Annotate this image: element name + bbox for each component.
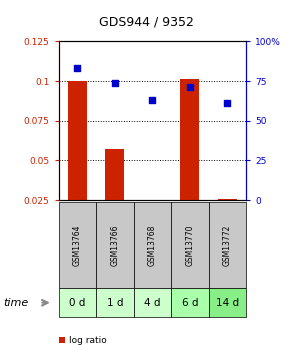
Bar — [180, 79, 199, 200]
Text: GSM13764: GSM13764 — [73, 224, 82, 266]
Text: GSM13772: GSM13772 — [223, 224, 232, 266]
Text: 4 d: 4 d — [144, 298, 161, 308]
Text: GSM13770: GSM13770 — [185, 224, 194, 266]
Point — [75, 66, 80, 71]
Text: GSM13766: GSM13766 — [110, 224, 119, 266]
Bar — [105, 149, 124, 200]
Point — [188, 85, 192, 90]
Text: time: time — [3, 298, 28, 308]
Text: 0 d: 0 d — [69, 298, 86, 308]
Text: 1 d: 1 d — [107, 298, 123, 308]
Text: 6 d: 6 d — [182, 298, 198, 308]
Text: 14 d: 14 d — [216, 298, 239, 308]
Point — [113, 80, 117, 86]
Text: GSM13768: GSM13768 — [148, 224, 157, 266]
Point — [150, 97, 155, 103]
Bar — [218, 198, 237, 200]
Text: GDS944 / 9352: GDS944 / 9352 — [99, 16, 194, 29]
Point — [225, 100, 230, 106]
Bar — [68, 81, 87, 200]
Text: log ratio: log ratio — [69, 336, 107, 345]
